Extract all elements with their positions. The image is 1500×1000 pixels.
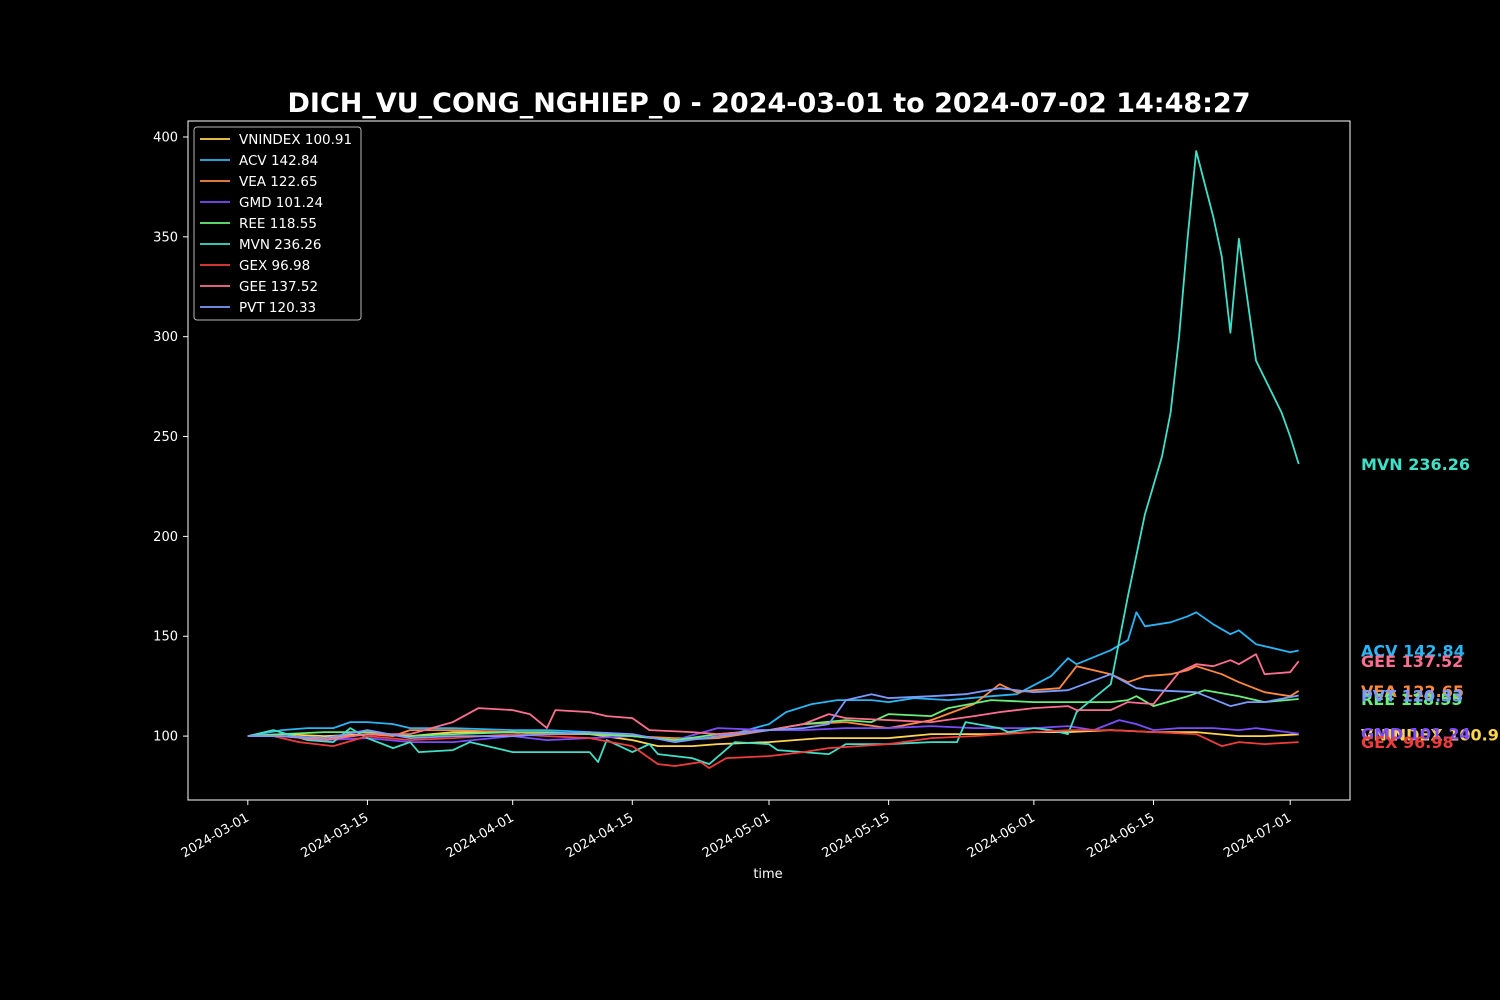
end-label-mvn: MVN 236.26 [1361, 455, 1470, 474]
legend: VNINDEX 100.91 ACV 142.84 VEA 122.65 GMD 10… [193, 126, 362, 321]
series-line-acv [247, 611, 1299, 741]
y-tick-label: 100 [153, 730, 178, 745]
y-tick-label: 250 [153, 430, 178, 445]
end-labels: VNINDEX 100.91 ACV 142.84 VEA 122.65 GMD 10… [1361, 455, 1500, 752]
legend-entry: REE 118.55 [239, 216, 317, 232]
legend-entry: PVT 120.33 [239, 300, 316, 316]
end-label-vnindex: VNINDEX 100.91 [1361, 725, 1500, 744]
legend-entry: GEX 96.98 [239, 258, 310, 274]
legend-entry: GEE 137.52 [239, 279, 318, 295]
legend-entry: VNINDEX 100.91 [239, 132, 352, 148]
series-line-vea [247, 665, 1300, 739]
y-tick-label: 300 [153, 330, 178, 345]
series-line-gmd [247, 719, 1299, 743]
legend-entry: MVN 236.26 [239, 237, 322, 253]
series-line-ree [247, 689, 1299, 741]
end-label-pvt: PVT 120.33 [1361, 686, 1463, 705]
legend-box [193, 126, 362, 321]
y-tick-label: 150 [153, 630, 178, 645]
y-tick-label: 400 [153, 130, 178, 145]
y-axis: 100 150 200 250 300 350 400 [153, 130, 188, 745]
end-label-ree: REE 118.55 [1361, 690, 1463, 709]
plot-area [187, 120, 1351, 801]
y-tick-label: 200 [153, 530, 178, 545]
chart-title: DICH_VU_CONG_NGHIEP_0 - 2024-03-01 to 20… [287, 88, 1250, 119]
end-label-gmd: GMD 101.24 [1361, 725, 1471, 744]
y-tick-label: 350 [153, 230, 178, 245]
series-line-mvn [247, 150, 1300, 765]
end-label-acv: ACV 142.84 [1361, 642, 1465, 661]
x-axis-label: time [753, 867, 782, 882]
series-line-gex [247, 729, 1299, 769]
end-label-gee: GEE 137.52 [1361, 652, 1463, 671]
series-line-gee [247, 653, 1300, 741]
legend-entry: ACV 142.84 [239, 153, 318, 169]
end-label-gex: GEX 96.98 [1361, 733, 1454, 752]
legend-entry: GMD 101.24 [239, 195, 323, 211]
series-line-pvt [247, 673, 1299, 743]
series-lines [247, 150, 1300, 769]
legend-entry: VEA 122.65 [239, 174, 318, 190]
end-label-vea: VEA 122.65 [1361, 682, 1464, 701]
